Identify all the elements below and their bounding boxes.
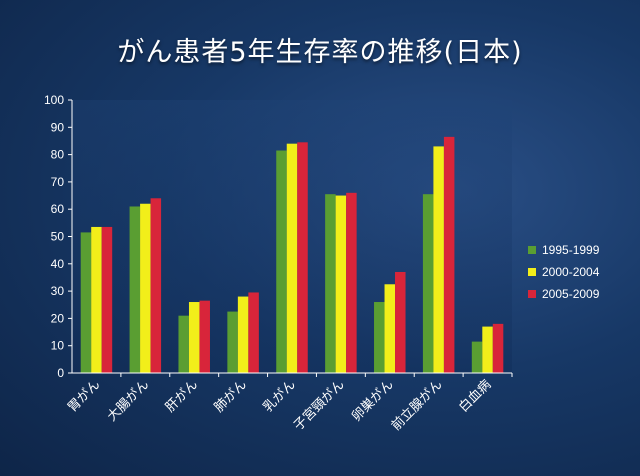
y-tick-label: 70 bbox=[51, 175, 65, 189]
bar bbox=[471, 341, 483, 373]
y-tick-label: 10 bbox=[51, 339, 65, 353]
bar bbox=[101, 226, 113, 373]
bar bbox=[248, 292, 259, 373]
x-tick-label: 白血病 bbox=[455, 377, 494, 416]
legend-swatch-1995 bbox=[528, 246, 536, 254]
legend-item: 2005-2009 bbox=[528, 283, 638, 305]
legend-swatch-2005 bbox=[528, 290, 536, 298]
bar bbox=[492, 323, 504, 373]
y-tick-label: 60 bbox=[51, 202, 65, 216]
bar bbox=[276, 150, 287, 373]
legend-label: 2000-2004 bbox=[542, 265, 600, 279]
bar bbox=[237, 296, 249, 373]
y-tick-label: 80 bbox=[51, 148, 65, 162]
legend-swatch-2000 bbox=[528, 268, 536, 276]
y-tick-label: 50 bbox=[51, 230, 65, 244]
bar bbox=[129, 206, 141, 373]
x-tick-label: 肺がん bbox=[212, 377, 250, 415]
bar bbox=[443, 136, 455, 373]
legend: 1995-1999 2000-2004 2005-2009 bbox=[528, 239, 638, 305]
bar bbox=[199, 300, 210, 373]
y-tick-label: 30 bbox=[51, 284, 65, 298]
bar bbox=[188, 302, 200, 373]
bar bbox=[433, 146, 444, 373]
bar bbox=[80, 232, 92, 373]
x-tick-label: 子宮頸がん bbox=[290, 377, 347, 434]
y-tick-label: 20 bbox=[51, 311, 65, 325]
x-tick-label: 前立腺がん bbox=[388, 377, 445, 434]
x-tick-label: 大腸がん bbox=[105, 377, 152, 424]
chart-title: がん患者5年生存率の推移(日本) bbox=[117, 37, 523, 68]
bar bbox=[91, 226, 102, 373]
bar bbox=[227, 311, 238, 373]
bar bbox=[140, 203, 151, 373]
legend-label: 1995-1999 bbox=[542, 243, 600, 257]
bar bbox=[395, 271, 406, 373]
x-tick-label: 卵巣がん bbox=[349, 377, 396, 424]
bar bbox=[297, 142, 308, 373]
bar bbox=[384, 284, 396, 373]
bars bbox=[80, 136, 504, 373]
x-tick-label: 肝がん bbox=[163, 377, 201, 415]
bar bbox=[374, 302, 385, 373]
bar bbox=[325, 194, 336, 373]
y-tick-label: 90 bbox=[51, 120, 65, 134]
bar bbox=[286, 143, 298, 373]
bar bbox=[335, 195, 347, 373]
x-tick-label: 胃がん bbox=[65, 377, 103, 415]
y-tick-label: 100 bbox=[44, 93, 64, 107]
x-tick-label: 乳がん bbox=[261, 377, 299, 415]
bar bbox=[178, 315, 189, 373]
y-tick-label: 40 bbox=[51, 257, 65, 271]
y-axis: 0 10 20 30 40 50 60 70 80 90 100 bbox=[44, 93, 73, 380]
bar bbox=[346, 192, 357, 373]
legend-label: 2005-2009 bbox=[542, 287, 600, 301]
legend-item: 2000-2004 bbox=[528, 261, 638, 283]
y-tick-label: 0 bbox=[57, 366, 64, 380]
legend-item: 1995-1999 bbox=[528, 239, 638, 261]
bar bbox=[482, 326, 493, 373]
bar bbox=[150, 198, 162, 373]
bar bbox=[422, 194, 434, 373]
